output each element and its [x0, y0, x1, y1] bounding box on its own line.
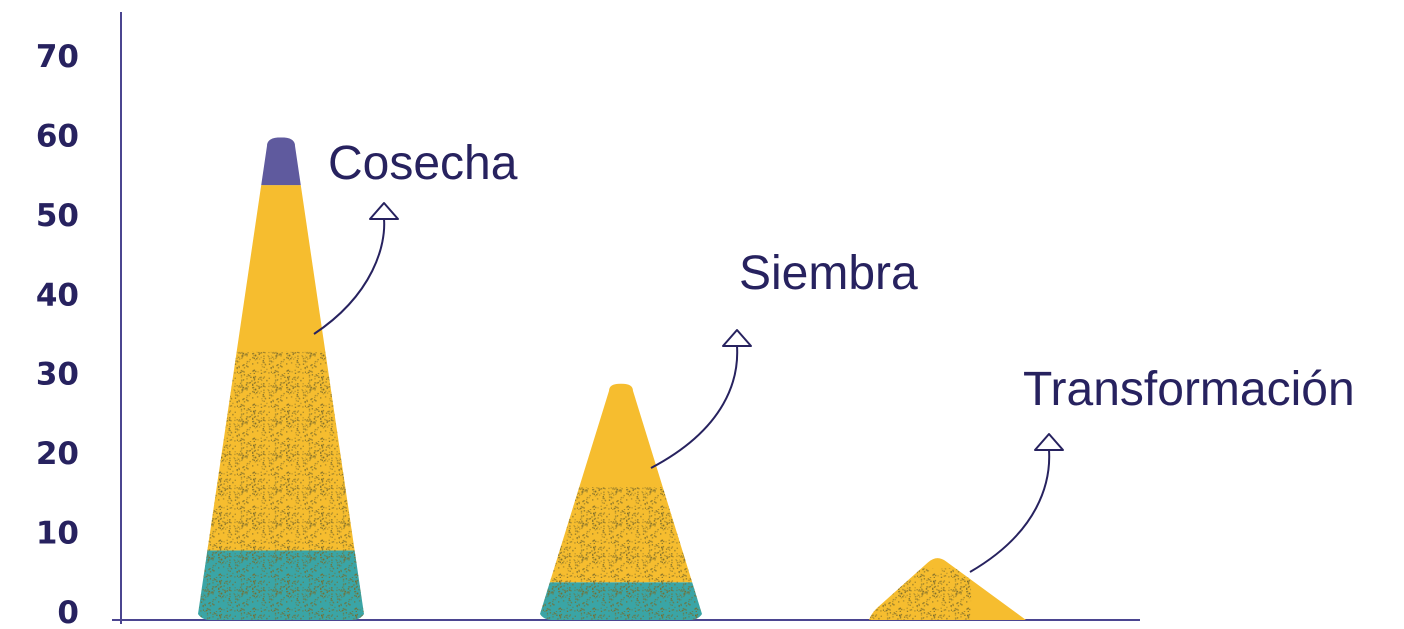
arrowhead-icon: [722, 329, 752, 347]
bar-group: [540, 383, 702, 620]
arrowhead-icon: [369, 202, 399, 220]
bar-group: [198, 137, 364, 620]
y-tick-label: 0: [57, 595, 79, 629]
category-label: Siembra: [739, 247, 918, 300]
bar-texture: [198, 351, 364, 620]
bars: [198, 137, 1026, 620]
annotation-arrow: [650, 345, 739, 469]
annotation-arrow: [313, 218, 386, 335]
y-tick-label: 10: [36, 516, 79, 552]
bar-group: [869, 558, 1026, 620]
category-label: Cosecha: [328, 137, 518, 190]
bar-texture: [869, 568, 972, 620]
y-tick-label: 70: [36, 39, 79, 75]
y-tick-label: 30: [36, 357, 79, 393]
annotations: Cosecha Siembra Transformación: [313, 137, 1355, 573]
y-tick-label: 40: [36, 277, 79, 313]
annotation-arrow: [969, 449, 1051, 573]
y-tick-labels: 0 10 20 30 40 50 60 70: [36, 39, 79, 629]
category-label: Transformación: [1023, 363, 1355, 416]
y-tick-label: 60: [36, 118, 79, 154]
y-tick-label: 50: [36, 198, 79, 234]
y-tick-label: 20: [36, 436, 79, 472]
arrowhead-icon: [1034, 433, 1064, 451]
bar-texture: [540, 487, 702, 620]
